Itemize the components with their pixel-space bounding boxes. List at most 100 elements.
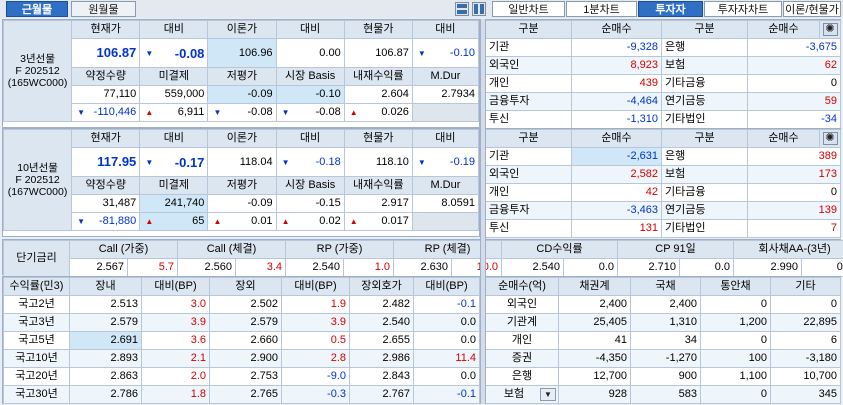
yield-panel: 수익률(민3) 장내 대비(BP) 장외 대비(BP) 장외호가 대비(BP) … — [2, 276, 480, 404]
table-row[interactable]: 국고10년 2.893 2.1 2.900 2.8 2.986 11.4 — [3, 349, 480, 368]
col-header-otc: 장외 — [209, 277, 282, 296]
col-header-open-interest: 미결제 — [139, 67, 209, 86]
yield-row-name: 국고10년 — [3, 349, 70, 368]
table-row[interactable]: 외국인 2,400 2,400 0 0 — [485, 295, 841, 314]
yield-exchange: 2.786 — [69, 385, 142, 404]
yield-exchange: 2.863 — [69, 367, 142, 386]
yield-quote: 2.843 — [349, 367, 414, 386]
value-yield-change: ▲ 0.026 — [343, 103, 413, 122]
row-value-2: 59 — [747, 92, 841, 111]
value-undervalue-change: ▲ 0.01 — [207, 212, 277, 231]
yield-row-name: 국고30년 — [3, 385, 70, 404]
value-rp-executed: 2.630 — [393, 258, 453, 277]
netbuy-govt-bond: 583 — [630, 385, 701, 404]
table-row[interactable]: 국고30년 2.786 1.8 2.765 -0.3 2.767 -0.1 — [3, 385, 480, 404]
yield-quote-bp: -0.1 — [413, 295, 480, 314]
value-implied-yield: 2.604 — [343, 85, 413, 104]
table-row[interactable]: 기관계 25,405 1,310 1,200 22,895 — [485, 313, 841, 332]
yield-otc: 2.502 — [209, 295, 282, 314]
col-header-category: 구분 — [485, 129, 572, 148]
netbuy-row-name: 증권 — [485, 349, 559, 368]
col-header-netbuy: 순매수 — [571, 129, 662, 148]
col-header-current-price: 현재가 — [71, 20, 141, 39]
futures-name-line1: 10년선물 — [17, 162, 58, 174]
col-header-call-weighted: Call (가중) — [68, 240, 179, 259]
col-header-spot-price: 현물가 — [343, 20, 413, 39]
netbuy-other: -3,180 — [770, 349, 841, 368]
empty-cell — [411, 103, 480, 122]
net-buy-table: 순매수(억) 채권계 국채 통안채 기타 외국인 2,400 2,400 0 0… — [485, 277, 841, 404]
row-label-2: 은행 — [661, 38, 748, 57]
gear-icon[interactable] — [822, 22, 838, 36]
table-row[interactable]: 국고3년 2.579 3.9 2.579 3.9 2.540 0.0 — [3, 313, 480, 332]
value-oi-change-text: 6,911 — [177, 106, 205, 118]
tab-general-chart[interactable]: 일반차트 — [492, 1, 565, 17]
tab-minute-chart[interactable]: 1분차트 — [566, 1, 637, 17]
row-value: -3,463 — [571, 201, 662, 220]
yield-exchange: 2.893 — [69, 349, 142, 368]
row-label-2: 기타법인 — [661, 110, 748, 129]
value-volume-change-text: -81,880 — [98, 215, 137, 227]
tab-near-month[interactable]: 근월물 — [6, 1, 68, 17]
futures-name-line2: F 202512 — [15, 65, 60, 77]
yield-exchange-bp: 2.0 — [141, 367, 210, 386]
col-header-category: 구분 — [485, 20, 572, 39]
row-label: 외국인 — [485, 165, 572, 184]
value-undervalue: -0.09 — [207, 85, 277, 104]
col-header-quote-bp: 대비(BP) — [413, 277, 480, 296]
row-value-2: 7 — [747, 219, 841, 238]
row-value-2: 389 — [747, 147, 841, 166]
table-row[interactable]: 개인 41 34 0 6 — [485, 331, 841, 350]
row-value-2: -3,675 — [747, 38, 841, 57]
value-call-executed-change: 3.4 — [235, 258, 287, 277]
value-undervalue: -0.09 — [207, 194, 277, 213]
yield-exchange-bp: 3.0 — [141, 295, 210, 314]
value-basis-change: ▼ -0.08 — [275, 103, 345, 122]
col-header-exchange-bp: 대비(BP) — [141, 277, 210, 296]
value-basis-change: ▲ 0.02 — [275, 212, 345, 231]
tab-investor-chart[interactable]: 투자자차트 — [704, 1, 782, 17]
tab-far-month[interactable]: 원월물 — [71, 1, 136, 17]
col-header-govt-bond: 국채 — [630, 277, 701, 296]
value-change-text: -0.17 — [174, 154, 205, 170]
value-rp-executed-change: 10.0 — [451, 258, 503, 277]
row-label: 기관 — [485, 38, 572, 57]
row-label: 개인 — [485, 74, 572, 93]
value-theory-change-text: -0.18 — [315, 155, 341, 168]
yield-otc-bp: -0.3 — [281, 385, 350, 404]
value-cp91: 2.710 — [617, 258, 681, 277]
empty-cell — [411, 212, 480, 231]
chevron-down-icon[interactable]: ▼ — [540, 388, 556, 401]
gear-icon[interactable] — [822, 131, 838, 145]
table-row[interactable]: 국고2년 2.513 3.0 2.502 1.9 2.482 -0.1 — [3, 295, 480, 314]
row-label-2: 기타금융 — [661, 183, 748, 202]
row-label-2: 기타금융 — [661, 74, 748, 93]
up-arrow-icon: ▲ — [213, 217, 222, 226]
value-market-basis: -0.10 — [275, 85, 345, 104]
table-row[interactable]: 증권 -4,350 -1,270 100 -3,180 — [485, 349, 841, 368]
settings-cell[interactable] — [819, 129, 841, 148]
split-vertical-icon[interactable] — [472, 2, 486, 16]
netbuy-row-name: 은행 — [485, 367, 559, 386]
futures-name-3y: 3년선물 F 202512 (165WC000) — [2, 20, 73, 122]
value-yield-change: ▲ 0.017 — [343, 212, 413, 231]
panel-splitter[interactable] — [480, 19, 486, 404]
table-row[interactable]: 국고5년 2.691 3.6 2.660 0.5 2.655 0.0 — [3, 331, 480, 350]
split-horizontal-icon[interactable] — [455, 2, 469, 16]
value-call-weighted: 2.567 — [69, 258, 128, 277]
table-row[interactable]: 보험 ▼ 928 583 0 345 — [485, 385, 841, 404]
yield-quote: 2.986 — [349, 349, 414, 368]
netbuy-row-name-dropdown[interactable]: 보험 ▼ — [485, 385, 559, 404]
tab-investor[interactable]: 투자자 — [638, 1, 703, 17]
tab-theory-spot[interactable]: 이론/현물가 — [783, 1, 841, 17]
table-row[interactable]: 은행 12,700 900 1,100 10,700 — [485, 367, 841, 386]
netbuy-msb: 0 — [700, 385, 771, 404]
col-header-implied-yield: 내재수익률 — [343, 176, 413, 195]
table-row[interactable]: 국고20년 2.863 2.0 2.753 -9.0 2.843 0.0 — [3, 367, 480, 386]
row-value: -2,631 — [571, 147, 662, 166]
yield-quote-bp: 0.0 — [413, 331, 480, 350]
col-header-volume: 약정수량 — [71, 176, 141, 195]
settings-cell[interactable] — [819, 20, 841, 39]
col-header-cp91: CP 91일 — [617, 240, 735, 259]
value-undervalue-change: ▼ -0.08 — [207, 103, 277, 122]
